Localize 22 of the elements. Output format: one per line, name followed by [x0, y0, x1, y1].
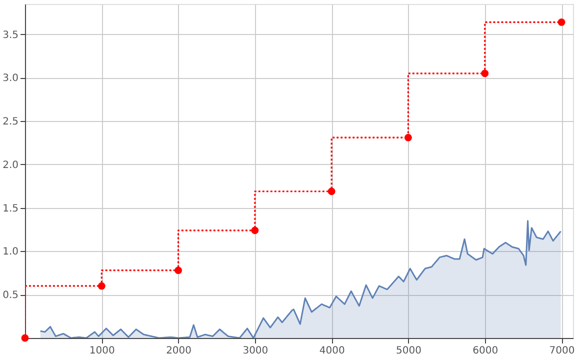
- x-tick-label: 3000: [242, 346, 268, 356]
- y-tick-label: 1.5: [2, 203, 18, 214]
- x-tick-label: 4000: [319, 346, 345, 356]
- point: [558, 18, 566, 26]
- point: [174, 266, 182, 274]
- x-tick-label: 7000: [549, 346, 575, 356]
- point: [98, 282, 106, 290]
- x-tick-label: 2000: [166, 346, 192, 356]
- y-tick-label: 3.5: [2, 30, 18, 41]
- x-tick-label: 5000: [396, 346, 422, 356]
- point: [251, 226, 259, 234]
- y-tick-label: 3.0: [2, 73, 18, 84]
- point: [481, 70, 489, 78]
- y-tick-label: 2.5: [2, 116, 18, 128]
- y-tick-label: 2.0: [2, 160, 18, 171]
- point: [328, 188, 336, 196]
- point: [21, 334, 29, 342]
- point: [404, 134, 412, 142]
- y-tick-label: 0.5: [2, 290, 18, 302]
- x-tick-label: 6000: [472, 346, 498, 356]
- x-tick-label: 1000: [89, 346, 115, 356]
- y-tick-label: 1.0: [2, 246, 18, 258]
